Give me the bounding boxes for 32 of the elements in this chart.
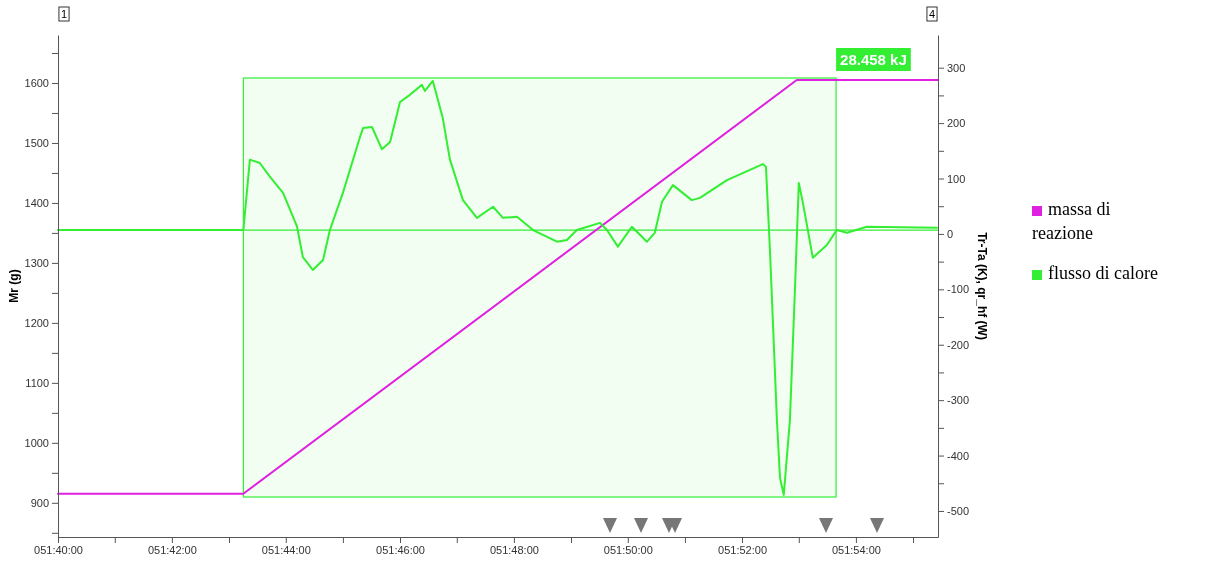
x-tick-label: 051:54:00 — [831, 543, 881, 556]
x-tick-label: 051:46:00 — [376, 543, 425, 556]
y-tick-label: 900 — [30, 496, 49, 509]
y-tick-label: 1600 — [24, 77, 49, 89]
text: 1 — [60, 8, 68, 20]
y2-tick-label: 100 — [947, 172, 966, 185]
y-tick-label: 1000 — [24, 436, 49, 449]
x-tick-label: 051:48:00 — [489, 543, 539, 556]
y-tick-label: 1200 — [24, 316, 49, 329]
y2-tick-label: -300 — [947, 394, 970, 407]
y2-tick-label: -200 — [947, 338, 970, 351]
y-tick-label: 1500 — [24, 136, 49, 149]
text: 4 — [928, 8, 936, 20]
y-tick-label: 1400 — [24, 196, 49, 209]
y-tick-label: 1300 — [24, 256, 49, 269]
y2-tick-label: 300 — [947, 61, 966, 74]
y2-tick-label: -100 — [947, 283, 970, 296]
x-tick-label: 051:50:00 — [603, 543, 653, 556]
y2-tick-label: -500 — [947, 504, 970, 517]
legend-label: massa di reazione — [1032, 199, 1111, 243]
y2-tick-label: 0 — [947, 227, 954, 240]
band-label: 28.458 kJ — [840, 51, 907, 68]
y-axis-title: Mr (g) — [7, 269, 21, 303]
x-tick-label: 051:52:00 — [718, 543, 767, 556]
y2-tick-label: -400 — [947, 449, 970, 462]
y2-tick-label: 200 — [947, 117, 966, 130]
x-tick-label: 051:44:00 — [261, 543, 311, 556]
y-tick-label: 1100 — [25, 376, 49, 389]
x-tick-label: 051:42:00 — [147, 543, 197, 556]
y2-axis-title: Tr-Ta (K), qr_hf (W) — [975, 232, 989, 340]
legend-label: flusso di calore — [1048, 263, 1158, 283]
x-tick-label: 051:40:00 — [34, 543, 83, 556]
